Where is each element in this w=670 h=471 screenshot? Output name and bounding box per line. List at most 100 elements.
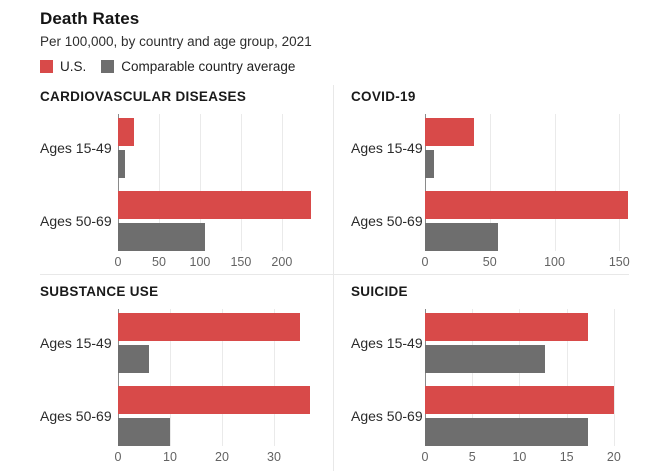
axis-tick-label: 10: [512, 450, 527, 464]
plot-area: [118, 309, 313, 446]
axis-tick-label: 0: [421, 255, 429, 269]
us-bar: [425, 191, 629, 219]
axis-zero-line: [425, 114, 426, 251]
x-axis: 0 50 100 150: [351, 255, 630, 270]
comparable-bar: [118, 345, 150, 373]
axis-tick-label: 5: [468, 450, 476, 464]
axis-tick-label: 30: [267, 450, 281, 464]
chart-body: Ages 15-49 Ages 50-69: [40, 114, 313, 251]
panel-suicide: SUICIDE Ages 15-49 Ages 50-69 0 5 10 15 20: [333, 274, 670, 471]
chart-body: Ages 15-49 Ages 50-69: [40, 309, 313, 446]
gridline: [489, 114, 491, 251]
category-label: Ages 50-69: [40, 408, 112, 424]
gridline: [519, 309, 521, 446]
category-labels: Ages 15-49 Ages 50-69: [40, 114, 118, 251]
chart-header: Death Rates Per 100,000, by country and …: [0, 0, 670, 74]
comparable-bar: [118, 418, 170, 446]
axis-spacer: [40, 255, 118, 270]
axis-zero-line: [118, 309, 119, 446]
comparable-bar: [118, 150, 125, 178]
axis-tick-label: 150: [608, 255, 630, 269]
axis-tick-label: 50: [482, 255, 497, 269]
axis-tick-labels: 0 5 10 15 20: [421, 450, 629, 465]
panel-cardiovascular-diseases: CARDIOVASCULAR DISEASES Ages 15-49 Ages 50…: [0, 81, 333, 274]
axis-zero-line: [118, 114, 119, 251]
bar-group: [425, 191, 629, 251]
axis-tick-label: 0: [114, 255, 122, 269]
bars: [425, 118, 629, 251]
us-bar: [118, 191, 311, 219]
gridline: [281, 114, 283, 251]
category-labels: Ages 15-49 Ages 50-69: [40, 309, 118, 446]
axis-tick-label: 20: [215, 450, 229, 464]
comparable-bar: [118, 223, 205, 251]
plot-area: [425, 309, 629, 446]
axis-tick-labels: 0 50 100 150 200: [114, 255, 313, 270]
axis-spacer: [351, 255, 425, 270]
x-axis: 0 10 20 30: [40, 450, 313, 465]
us-bar: [425, 386, 614, 414]
page-title: Death Rates: [40, 9, 140, 28]
x-axis: 0 50 100 150 200: [40, 255, 313, 270]
gridline: [619, 114, 621, 251]
bar-group: [425, 118, 629, 178]
comparable-legend-swatch-icon: [101, 60, 115, 73]
category-label: Ages 50-69: [40, 213, 112, 229]
bar-group: [118, 386, 313, 446]
panel-title: SUICIDE: [351, 284, 408, 299]
us-bar: [118, 386, 311, 414]
axis-tick-labels: 0 10 20 30: [114, 450, 313, 465]
axis-tick-label: 100: [189, 255, 211, 269]
plot-area: [425, 114, 629, 251]
comparable-bar: [425, 345, 545, 373]
comparable-bar: [425, 150, 435, 178]
axis-spacer: [351, 450, 425, 465]
category-labels: Ages 15-49 Ages 50-69: [351, 309, 425, 446]
chart-subtitle: Per 100,000, by country and age group, 2…: [40, 34, 312, 49]
bar-group: [118, 118, 313, 178]
bar-group: [425, 313, 629, 373]
gridline: [566, 309, 568, 446]
bars: [118, 313, 313, 446]
bar-group: [425, 386, 629, 446]
axis-tick-label: 0: [114, 450, 122, 464]
us-legend-label: U.S.: [60, 59, 87, 74]
gridline: [158, 114, 160, 251]
bars: [425, 313, 629, 446]
legend-item-us: U.S.: [40, 59, 86, 74]
category-label: Ages 15-49: [40, 335, 112, 351]
gridline: [613, 309, 615, 446]
gridline: [170, 309, 171, 446]
category-label: Ages 15-49: [40, 140, 112, 156]
us-legend-swatch-icon: [40, 60, 53, 73]
axis-tick-label: 0: [421, 450, 429, 464]
chart-body: Ages 15-49 Ages 50-69: [351, 309, 629, 446]
axis-tick-label: 20: [606, 450, 621, 464]
chart-body: Ages 15-49 Ages 50-69: [351, 114, 629, 251]
axis-zero-line: [425, 309, 426, 446]
category-label: Ages 15-49: [351, 335, 423, 351]
comparable-bar: [425, 223, 498, 251]
panel-title: SUBSTANCE USE: [40, 284, 159, 299]
panels-grid: CARDIOVASCULAR DISEASES Ages 15-49 Ages 50…: [0, 81, 670, 471]
axis-tick-label: 100: [544, 255, 565, 269]
panel-title: COVID-19: [351, 89, 416, 104]
panel-title: CARDIOVASCULAR DISEASES: [40, 89, 247, 104]
axis-tick-label: 150: [230, 255, 252, 269]
us-bar: [118, 313, 300, 341]
gridline: [222, 309, 223, 446]
axis-tick-label: 10: [163, 450, 177, 464]
us-bar: [425, 313, 589, 341]
category-label: Ages 50-69: [351, 213, 423, 229]
gridline: [199, 114, 201, 251]
axis-spacer: [40, 450, 118, 465]
legend: U.S. Comparable country average: [40, 59, 670, 74]
plot-area: [118, 114, 313, 251]
axis-tick-label: 200: [271, 255, 293, 269]
panel-covid-19: COVID-19 Ages 15-49 Ages 50-69 0 50 100 150: [333, 81, 670, 274]
bars: [118, 118, 313, 251]
category-labels: Ages 15-49 Ages 50-69: [351, 114, 425, 251]
legend-item-comparable: Comparable country average: [101, 59, 295, 74]
axis-tick-label: 15: [559, 450, 574, 464]
